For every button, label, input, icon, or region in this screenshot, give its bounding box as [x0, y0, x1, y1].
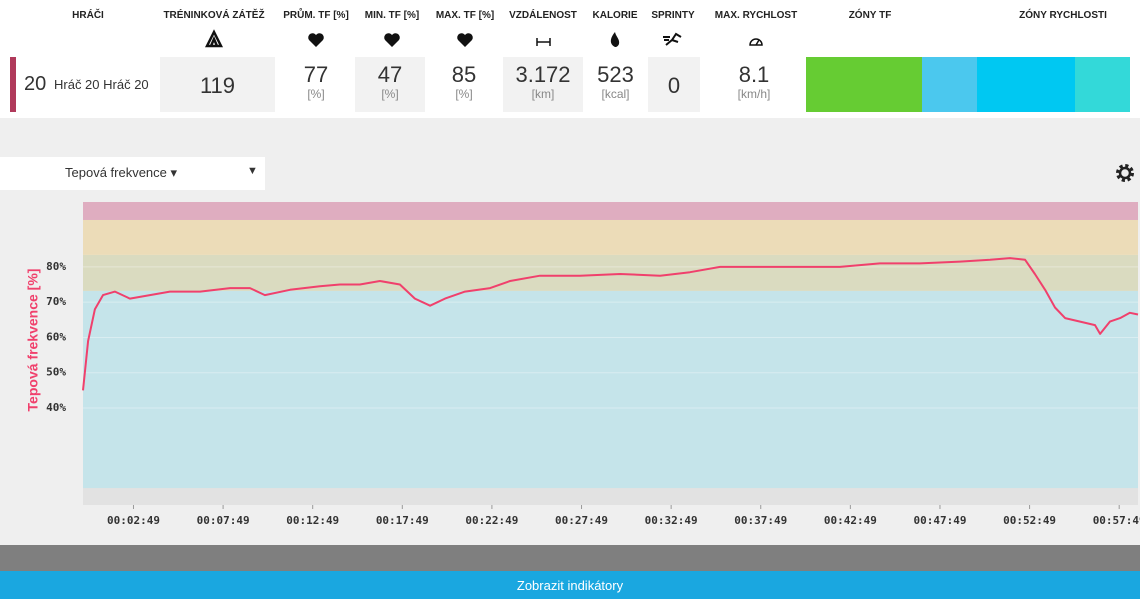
x-tick-label: 00:52:49	[1003, 514, 1056, 527]
x-tick-label: 00:47:49	[913, 514, 966, 527]
stat-unit: [km/h]	[737, 87, 771, 101]
stat-cell: 8.1 [km/h]	[704, 57, 804, 112]
stat-unit: [%]	[307, 87, 325, 101]
stat-unit: [%]	[381, 87, 399, 101]
x-tick-label: 00:57:49	[1093, 514, 1140, 527]
x-tick-label: 00:27:49	[555, 514, 608, 527]
divider-bar	[0, 545, 1140, 571]
y-tick-label: 50%	[46, 366, 66, 379]
stat-cell: 85 [%]	[428, 57, 500, 112]
player-cell: 20 Hráč 20 Hráč 20	[10, 57, 161, 112]
stat-value: 77	[303, 62, 329, 87]
header-icons	[204, 29, 763, 48]
column-header: SPRINTY	[651, 10, 695, 21]
show-indicators-button[interactable]: Zobrazit indikátory	[0, 571, 1140, 599]
button-label: Zobrazit indikátory	[516, 578, 624, 593]
x-tick-label: 00:32:49	[645, 514, 698, 527]
dropdown-arrow: ▼	[247, 165, 258, 177]
column-header: ZÓNY RYCHLOSTI	[1019, 10, 1107, 21]
settings-gear[interactable]	[1112, 160, 1138, 186]
heart-icon	[457, 33, 473, 47]
y-tick-label: 60%	[46, 330, 66, 343]
stat-value: 0	[667, 73, 681, 98]
zone-band	[83, 290, 1138, 489]
zone-bar	[977, 57, 1075, 112]
stat-cell: 0	[648, 57, 700, 112]
x-tick-label: 00:07:49	[197, 514, 250, 527]
gear-ring	[1118, 166, 1132, 180]
distance-icon	[536, 38, 551, 46]
column-header: VZDÁLENOST	[509, 10, 577, 21]
flame-icon	[610, 32, 620, 47]
column-header: HRÁČI	[72, 10, 104, 21]
stat-value: 3.172	[515, 62, 571, 87]
zone-bar	[1075, 57, 1130, 112]
sprint-icon	[663, 32, 682, 46]
metric-dropdown[interactable]: Tepová frekvence ▾ ▼	[0, 157, 265, 190]
stat-unit: [kcal]	[601, 87, 630, 101]
stat-cell: 523 [kcal]	[586, 57, 645, 112]
stat-cell: 119	[160, 57, 275, 112]
y-axis-title: Tepová frekvence [%]	[25, 269, 41, 412]
dropdown-label: Tepová frekvence ▾	[65, 165, 178, 180]
stats-table: HRÁČI TRÉNINKOVÁ ZÁTĚŽ PRŮM. TF [%] MIN. TF…	[0, 0, 1140, 118]
stat-cell: 3.172 [km]	[503, 57, 583, 112]
heart-icon	[384, 33, 400, 47]
zone-band	[83, 488, 1138, 505]
x-tick-label: 00:42:49	[824, 514, 877, 527]
stat-unit: [km]	[531, 87, 555, 101]
zone-bar	[806, 57, 922, 112]
y-tick-label: 70%	[46, 295, 66, 308]
stat-value: 47	[377, 62, 403, 87]
player-number: 20	[24, 73, 47, 95]
heart-rate-chart: Tepová frekvence [%] 40% 50% 60% 70% 80% 00:0…	[25, 202, 1140, 527]
stat-unit: [%]	[455, 87, 473, 101]
column-header: MAX. TF [%]	[435, 10, 495, 21]
stat-value: 119	[199, 73, 236, 98]
column-header: KALORIE	[592, 10, 638, 21]
dropdown-text: Tepová frekvence	[65, 165, 167, 180]
x-tick-label: 00:22:49	[465, 514, 518, 527]
speed-icon	[749, 38, 763, 46]
heart-rate-line	[82, 257, 1139, 391]
heart-icon	[308, 33, 324, 47]
column-header: MIN. TF [%]	[364, 10, 420, 21]
stat-cell: 47 [%]	[355, 57, 425, 112]
y-tick-label: 80%	[46, 260, 66, 273]
stat-value: 523	[597, 62, 634, 87]
x-tick-label: 00:02:49	[107, 514, 160, 527]
column-header: TRÉNINKOVÁ ZÁTĚŽ	[163, 10, 265, 21]
stat-value: 8.1	[738, 62, 770, 87]
column-header: PRŮM. TF [%]	[283, 10, 349, 21]
stat-cell: 77 [%]	[280, 57, 352, 112]
x-tick-label: 00:37:49	[734, 514, 787, 527]
gear-teeth	[1116, 164, 1134, 182]
column-header: MAX. RYCHLOST	[714, 10, 798, 21]
stat-value: 85	[451, 62, 477, 87]
y-tick-label: 40%	[46, 401, 66, 414]
x-tick-label: 00:17:49	[376, 514, 429, 527]
load-icon	[204, 29, 224, 48]
zone-band	[83, 219, 1138, 255]
column-header: ZÓNY TF	[848, 10, 892, 21]
zone-band	[83, 202, 1138, 220]
player-name: Hráč 20 Hráč 20	[54, 77, 149, 92]
x-tick-label: 00:12:49	[286, 514, 339, 527]
zone-bar	[922, 57, 977, 112]
